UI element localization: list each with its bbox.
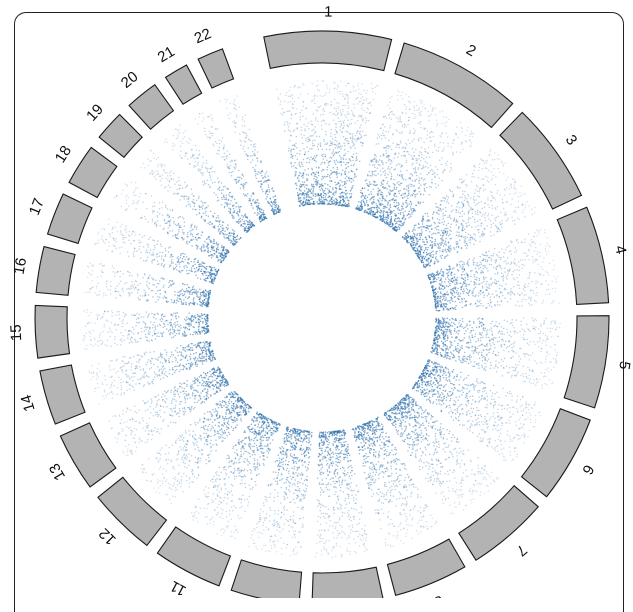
chromosome-13-band [60, 423, 115, 487]
chromosome-4-band [557, 207, 608, 304]
chromosome-labels: 12345678910111213141516171819202122 [7, 3, 633, 598]
chromosome-label-21: 21 [155, 43, 178, 66]
chromosome-1-points [276, 80, 379, 207]
chromosome-1-band [264, 31, 392, 71]
scatter-track [82, 80, 560, 558]
chromosome-17-points [94, 219, 219, 285]
chromosome-6-points [412, 359, 541, 461]
chromosome-15-band [35, 305, 69, 358]
chromosome-label-5: 5 [615, 360, 633, 371]
chromosome-3-points [402, 149, 536, 268]
chromosome-label-13: 13 [46, 460, 69, 483]
chromosome-9-points [315, 429, 369, 558]
chromosome-label-11: 11 [167, 577, 189, 598]
chromosome-17-band [48, 194, 92, 243]
chromosome-6-band [522, 409, 591, 497]
chromosome-label-18: 18 [52, 143, 75, 166]
chromosome-label-8: 8 [431, 592, 445, 598]
chromosome-16-points [84, 262, 211, 307]
chromosome-11-band [157, 527, 230, 586]
chromosome-9-band [312, 567, 383, 598]
chromosome-18-points [114, 182, 230, 264]
chromosome-4-points [427, 229, 560, 311]
chromosome-18-band [69, 147, 117, 197]
chromosome-label-20: 20 [118, 68, 142, 92]
chromosome-12-points [141, 391, 252, 504]
chromosome-10-band [231, 560, 301, 598]
chromosome-label-22: 22 [192, 25, 214, 47]
chromosome-label-1: 1 [324, 3, 333, 20]
chromosome-label-15: 15 [7, 324, 25, 341]
chromosome-label-4: 4 [611, 244, 629, 256]
chromosome-21-band [166, 65, 202, 104]
chromosome-label-19: 19 [83, 101, 107, 125]
chromosome-label-7: 7 [513, 541, 530, 559]
chromosome-16-band [36, 247, 75, 296]
chromosome-22-points [220, 95, 281, 215]
chromosome-label-17: 17 [26, 196, 48, 218]
chromosome-14-points [88, 341, 216, 405]
chromosome-label-6: 6 [578, 462, 597, 478]
chromosome-8-band [387, 539, 464, 595]
chromosome-20-band [129, 85, 173, 130]
chromosome-10-points [248, 426, 312, 556]
chromosome-3-band [500, 112, 582, 209]
chromosome-label-16: 16 [11, 256, 31, 275]
chromosome-22-band [198, 49, 233, 88]
chromosome-label-14: 14 [18, 393, 39, 414]
circos-plot: 12345678910111213141516171819202122 [0, 0, 633, 598]
chromosome-14-band [40, 365, 85, 424]
chromosome-11-points [191, 411, 281, 538]
chromosome-8-points [352, 417, 438, 548]
chromosome-label-12: 12 [96, 524, 120, 548]
chromosome-label-2: 2 [463, 41, 479, 60]
chromosome-13-points [109, 366, 230, 456]
chromosome-19-band [99, 115, 142, 158]
chromosome-2-band [395, 43, 513, 127]
chromosome-label-3: 3 [562, 132, 581, 149]
chromosome-5-band [564, 316, 609, 408]
chromosome-5-points [430, 317, 561, 389]
